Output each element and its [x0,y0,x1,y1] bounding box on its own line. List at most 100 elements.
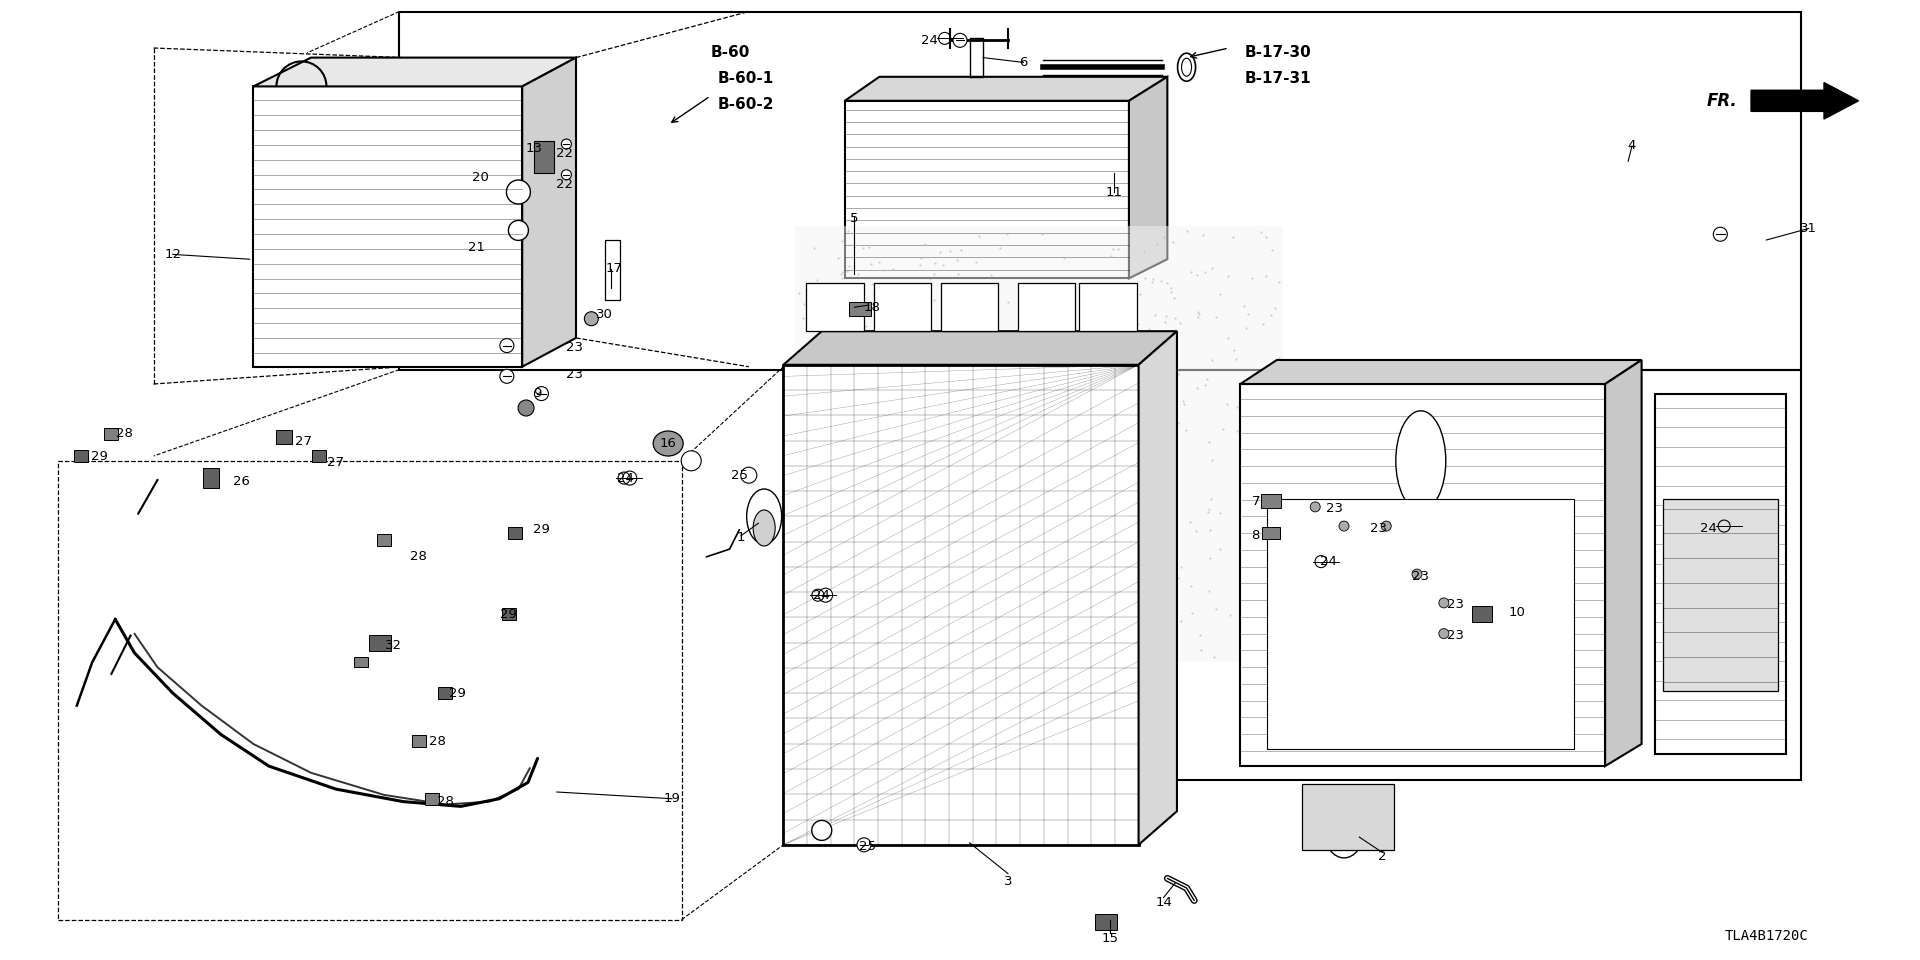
Circle shape [518,400,534,416]
Bar [311,450,326,462]
Text: 8: 8 [1252,529,1260,542]
Text: 16: 16 [660,437,676,450]
Ellipse shape [753,510,776,546]
Bar [353,658,369,667]
Bar [1261,494,1281,508]
Polygon shape [1655,394,1786,754]
Text: 27: 27 [328,456,344,469]
Text: 23: 23 [566,341,582,354]
Circle shape [1438,629,1450,638]
Text: 29: 29 [501,608,516,621]
Text: 25: 25 [860,840,876,853]
Polygon shape [522,58,576,367]
Text: 24: 24 [922,34,937,47]
Polygon shape [941,283,998,331]
Ellipse shape [1177,53,1196,82]
Polygon shape [1129,77,1167,278]
Circle shape [561,139,572,149]
Circle shape [1411,569,1423,579]
Polygon shape [253,86,522,367]
Ellipse shape [653,431,684,456]
Polygon shape [1605,360,1642,766]
Circle shape [507,180,530,204]
Bar [1663,499,1778,691]
Circle shape [1438,598,1450,608]
Text: 10: 10 [1509,606,1524,619]
FancyArrow shape [1751,83,1859,119]
Bar [1267,499,1574,749]
Bar [438,687,453,699]
Bar [1302,784,1394,850]
Text: 22: 22 [557,178,572,191]
Circle shape [584,312,599,325]
Polygon shape [874,283,931,331]
Text: 32: 32 [386,638,401,652]
Text: 21: 21 [468,241,484,254]
Bar [507,527,522,539]
Text: 7: 7 [1252,494,1260,508]
Bar [1094,914,1117,929]
Text: B-60: B-60 [710,45,751,60]
Circle shape [509,221,528,240]
Polygon shape [795,226,1283,662]
Text: 24: 24 [618,471,634,485]
Polygon shape [783,365,1139,845]
Bar [104,428,119,440]
Polygon shape [783,331,1177,365]
Text: B-60-1: B-60-1 [718,71,774,86]
Text: 29: 29 [449,686,465,700]
Text: 6: 6 [1020,56,1027,69]
Text: 28: 28 [430,734,445,748]
Ellipse shape [747,489,781,544]
Polygon shape [1079,283,1137,331]
Text: 20: 20 [472,171,488,184]
Text: 15: 15 [1102,932,1117,946]
Text: 23: 23 [566,368,582,381]
Text: 23: 23 [1448,629,1463,642]
Ellipse shape [1325,803,1363,858]
Circle shape [812,821,831,840]
Text: 24: 24 [814,588,829,602]
Text: 14: 14 [1156,896,1171,909]
Bar [605,240,620,300]
Text: 27: 27 [296,435,311,448]
Text: 11: 11 [1106,185,1121,199]
Text: 23: 23 [1371,521,1386,535]
Bar [411,735,426,747]
Circle shape [1380,521,1392,531]
Text: 17: 17 [607,262,622,276]
Bar [276,430,292,444]
Bar [369,636,392,651]
Text: 1: 1 [737,531,745,544]
Text: 3: 3 [1004,875,1012,888]
Circle shape [818,588,833,602]
Circle shape [622,471,637,485]
Text: 31: 31 [1801,222,1816,235]
Text: 18: 18 [864,300,879,314]
Text: TLA4B1720C: TLA4B1720C [1724,929,1809,943]
Ellipse shape [1396,411,1446,511]
Bar [424,793,440,804]
Text: 24: 24 [1701,521,1716,535]
Circle shape [534,387,549,400]
Circle shape [741,468,756,483]
Bar [204,468,219,488]
Polygon shape [1018,283,1075,331]
Text: B-60-2: B-60-2 [718,97,774,112]
Circle shape [682,451,701,470]
Text: 25: 25 [732,468,747,482]
Bar [534,141,553,173]
Text: 5: 5 [851,212,858,226]
Text: 28: 28 [411,550,426,564]
Circle shape [952,34,968,47]
Text: 22: 22 [557,147,572,160]
Bar [849,302,872,316]
Polygon shape [1240,384,1605,766]
Text: 4: 4 [1628,139,1636,153]
Polygon shape [806,283,864,331]
Text: B-17-31: B-17-31 [1244,71,1311,86]
Text: 29: 29 [92,449,108,463]
Bar [73,450,88,462]
Circle shape [499,370,515,383]
Circle shape [561,170,572,180]
